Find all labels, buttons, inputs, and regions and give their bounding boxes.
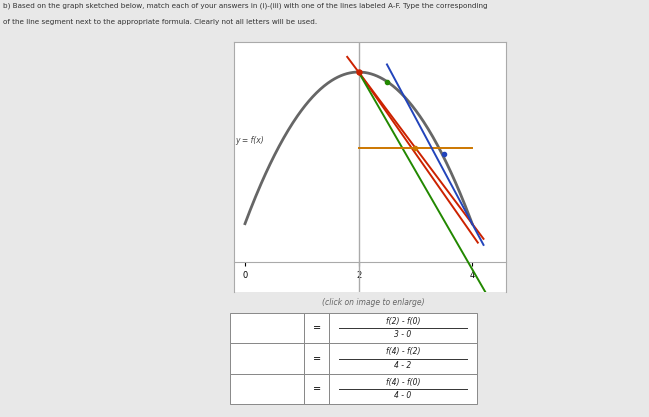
Text: y = f(x): y = f(x) bbox=[235, 136, 263, 145]
Bar bbox=[304, 313, 329, 343]
Text: f(2) - f(0): f(2) - f(0) bbox=[386, 317, 421, 326]
Bar bbox=[329, 313, 477, 343]
Text: 4 - 0: 4 - 0 bbox=[395, 392, 411, 400]
Text: b) Based on the graph sketched below, match each of your answers in (i)-(iii) wi: b) Based on the graph sketched below, ma… bbox=[3, 2, 488, 9]
Bar bbox=[304, 343, 329, 374]
Text: (click on image to enlarge): (click on image to enlarge) bbox=[322, 298, 424, 307]
Text: =: = bbox=[313, 323, 321, 333]
Bar bbox=[329, 374, 477, 404]
Bar bbox=[230, 313, 304, 343]
Bar bbox=[304, 374, 329, 404]
Text: =: = bbox=[313, 354, 321, 364]
Text: f(4) - f(0): f(4) - f(0) bbox=[386, 378, 421, 387]
Text: =: = bbox=[313, 384, 321, 394]
Text: 3 - 0: 3 - 0 bbox=[395, 330, 411, 339]
Text: 4 - 2: 4 - 2 bbox=[395, 361, 411, 370]
Bar bbox=[230, 343, 304, 374]
Bar bbox=[230, 374, 304, 404]
Text: f(4) - f(2): f(4) - f(2) bbox=[386, 347, 421, 357]
Text: of the line segment next to the appropriate formula. Clearly not all letters wil: of the line segment next to the appropri… bbox=[3, 19, 317, 25]
Bar bbox=[329, 343, 477, 374]
